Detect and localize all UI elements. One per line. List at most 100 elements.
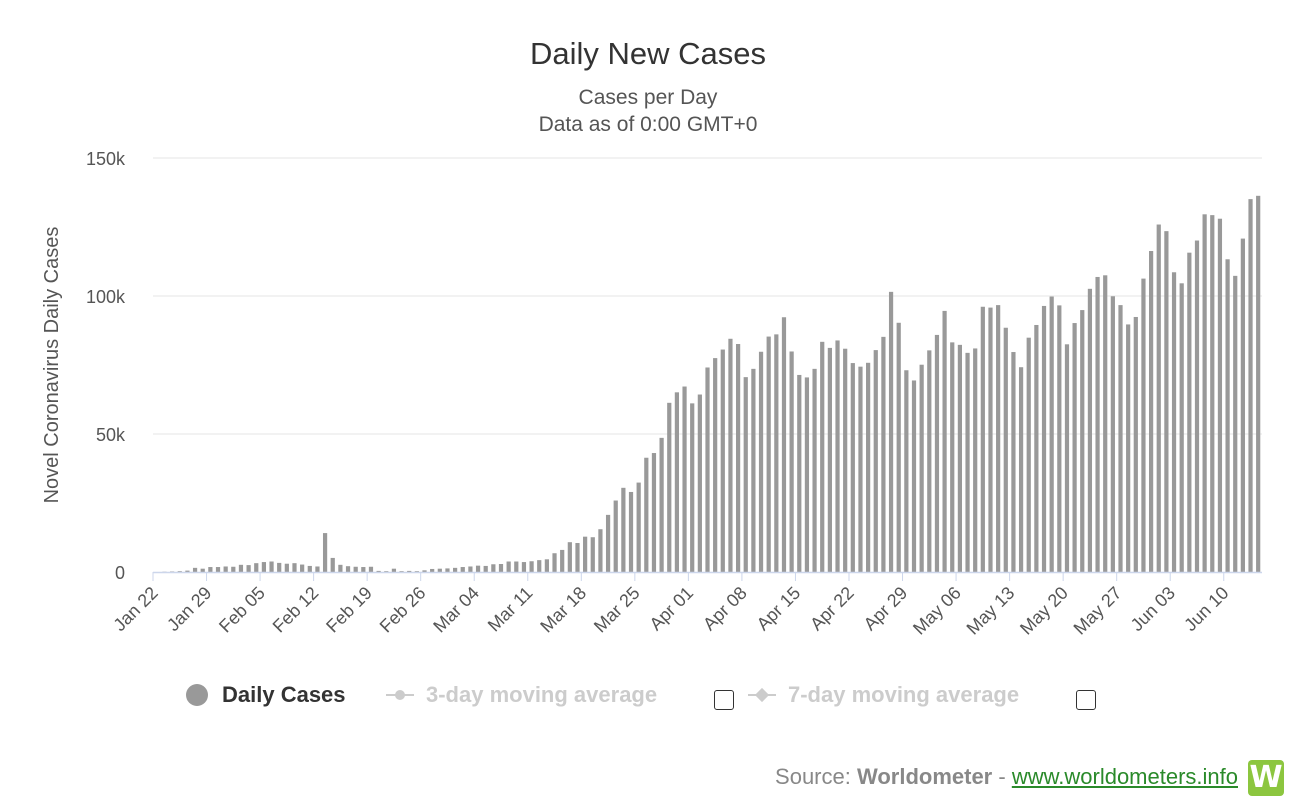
bar[interactable] xyxy=(208,567,213,572)
bar[interactable] xyxy=(1256,195,1261,572)
bar[interactable] xyxy=(422,570,427,572)
bar[interactable] xyxy=(430,568,435,572)
legend-3day-average[interactable]: 3-day moving average xyxy=(386,682,657,708)
bar[interactable] xyxy=(1240,238,1245,572)
bar[interactable] xyxy=(1202,214,1207,573)
bar[interactable] xyxy=(797,374,802,572)
bar[interactable] xyxy=(1095,276,1100,572)
bar[interactable] xyxy=(957,344,962,572)
bar[interactable] xyxy=(583,536,588,572)
bar[interactable] xyxy=(1041,305,1047,572)
bar[interactable] xyxy=(667,402,672,572)
bar[interactable] xyxy=(1233,275,1238,572)
bar[interactable] xyxy=(590,537,595,572)
bar[interactable] xyxy=(873,350,878,572)
bar[interactable] xyxy=(238,564,244,572)
bar[interactable] xyxy=(437,568,442,572)
bar[interactable] xyxy=(521,562,527,572)
bar[interactable] xyxy=(659,437,664,572)
bar[interactable] xyxy=(965,352,970,572)
bar[interactable] xyxy=(1133,316,1138,572)
bar[interactable] xyxy=(950,342,955,572)
bar[interactable] xyxy=(728,338,733,572)
bar[interactable] xyxy=(514,561,519,572)
bar[interactable] xyxy=(1103,275,1108,572)
bar[interactable] xyxy=(1118,305,1123,572)
bar[interactable] xyxy=(368,566,374,572)
bar[interactable] xyxy=(1072,323,1077,572)
bar[interactable] xyxy=(1217,218,1223,572)
bar[interactable] xyxy=(896,322,901,572)
bar[interactable] xyxy=(988,307,993,572)
bar[interactable] xyxy=(1057,305,1062,572)
bar[interactable] xyxy=(292,563,297,572)
bar[interactable] xyxy=(215,567,221,572)
bar[interactable] xyxy=(544,559,549,572)
bar[interactable] xyxy=(445,568,450,572)
bar[interactable] xyxy=(322,533,328,572)
bar[interactable] xyxy=(850,363,855,572)
bar[interactable] xyxy=(774,334,779,572)
bar[interactable] xyxy=(1034,324,1039,572)
bar[interactable] xyxy=(1080,310,1085,572)
checkbox-3day-average[interactable] xyxy=(714,690,734,710)
bar[interactable] xyxy=(414,571,419,572)
bar[interactable] xyxy=(376,570,381,572)
bar[interactable] xyxy=(621,487,626,572)
bar[interactable] xyxy=(491,564,496,572)
bar[interactable] xyxy=(261,562,267,572)
bar[interactable] xyxy=(843,348,848,572)
bar[interactable] xyxy=(980,306,985,572)
bar[interactable] xyxy=(453,567,458,572)
bar[interactable] xyxy=(613,500,618,572)
bar[interactable] xyxy=(338,564,343,572)
bar[interactable] xyxy=(353,566,358,572)
bar[interactable] xyxy=(697,394,702,572)
bar[interactable] xyxy=(192,567,198,572)
bar[interactable] xyxy=(177,571,182,572)
bar[interactable] xyxy=(996,305,1001,572)
bar[interactable] xyxy=(888,291,894,572)
bar[interactable] xyxy=(1210,215,1215,572)
bar[interactable] xyxy=(1011,352,1016,572)
bar[interactable] xyxy=(170,571,175,572)
bar[interactable] xyxy=(300,564,305,572)
bar[interactable] xyxy=(560,549,565,572)
bar[interactable] xyxy=(934,334,940,572)
bar[interactable] xyxy=(598,529,603,572)
bar[interactable] xyxy=(690,403,695,572)
bar[interactable] xyxy=(1026,337,1031,572)
bar[interactable] xyxy=(858,366,863,572)
bar[interactable] xyxy=(254,563,259,572)
bar[interactable] xyxy=(911,380,917,572)
bar[interactable] xyxy=(223,566,228,572)
bar[interactable] xyxy=(552,553,557,572)
bar[interactable] xyxy=(651,453,657,572)
bar[interactable] xyxy=(1248,199,1253,572)
bar[interactable] xyxy=(720,349,725,572)
bar[interactable] xyxy=(766,336,771,572)
bar[interactable] xyxy=(628,491,634,572)
bar[interactable] xyxy=(927,350,932,572)
bar[interactable] xyxy=(185,570,190,572)
bar[interactable] xyxy=(713,358,718,572)
bar[interactable] xyxy=(1187,252,1192,573)
bar[interactable] xyxy=(1225,259,1230,572)
bar[interactable] xyxy=(751,368,756,572)
bar[interactable] xyxy=(483,565,488,572)
bar[interactable] xyxy=(246,565,251,572)
bar[interactable] xyxy=(781,317,787,572)
bar[interactable] xyxy=(468,566,473,572)
bar[interactable] xyxy=(498,564,504,572)
bar[interactable] xyxy=(391,568,397,572)
bar[interactable] xyxy=(529,561,534,572)
bar[interactable] xyxy=(407,570,412,572)
bar[interactable] xyxy=(1049,296,1054,572)
bar[interactable] xyxy=(705,367,710,572)
bar[interactable] xyxy=(735,344,741,572)
bar[interactable] xyxy=(605,514,611,572)
bar[interactable] xyxy=(919,364,924,572)
bar[interactable] xyxy=(269,561,274,572)
bar[interactable] xyxy=(1126,324,1131,572)
bar[interactable] xyxy=(460,567,465,572)
